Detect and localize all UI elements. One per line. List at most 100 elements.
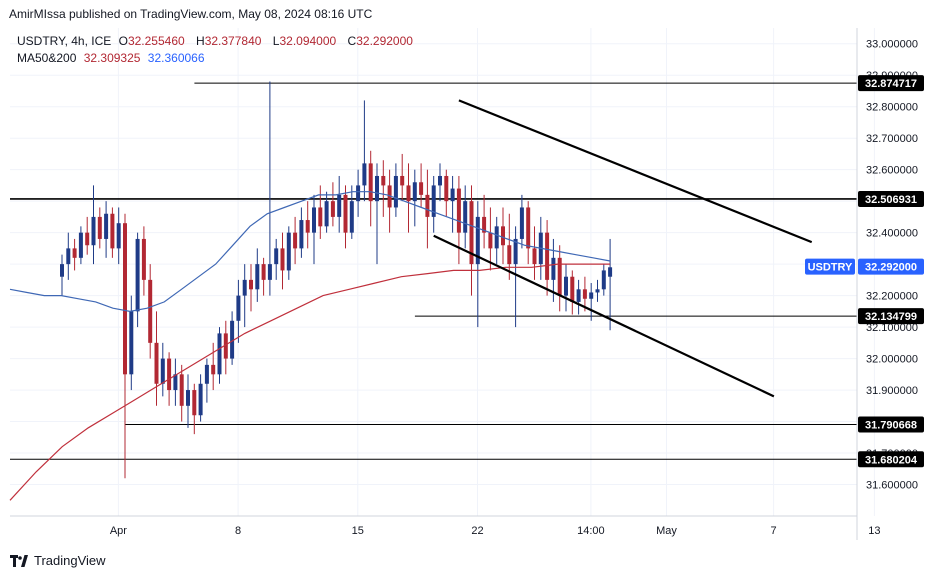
level-price-tag <box>858 190 924 207</box>
candle-body <box>104 213 109 239</box>
candle-body <box>519 207 524 239</box>
candle-body <box>230 320 235 359</box>
level-price-tag <box>858 451 924 468</box>
candle-body <box>261 264 266 280</box>
candle-body <box>608 267 613 277</box>
candle-body <box>160 358 165 384</box>
symbol-tag <box>805 258 855 275</box>
last-price-tag-label: 32.292000 <box>865 262 917 274</box>
candle-body <box>280 248 285 271</box>
candle-body <box>349 201 354 233</box>
symbol-tag-label: USDTRY <box>808 262 853 274</box>
ma-legend: MA50&200 32.309325 32.360066 <box>17 51 209 65</box>
price-tick-label: 32.600000 <box>866 165 918 177</box>
candle-body <box>356 185 361 202</box>
ma50-line <box>9 191 611 313</box>
open-value: O32.255460 <box>118 34 185 48</box>
candle-body <box>576 289 581 302</box>
candle-body <box>299 220 304 249</box>
candle-body <box>274 248 279 265</box>
candle-body <box>375 175 379 202</box>
candle-body <box>72 248 77 258</box>
ma50-value: 32.309325 <box>83 51 141 65</box>
level-price-tag-label: 32.874717 <box>865 78 917 90</box>
candle-body <box>501 226 505 246</box>
candle-body <box>557 257 562 296</box>
candle-body <box>450 188 455 202</box>
candle-body <box>179 374 184 406</box>
price-tick-label: 31.600000 <box>866 480 918 492</box>
candle-body <box>318 207 323 227</box>
trendline <box>433 234 775 398</box>
symbol-legend: USDTRY, 4h, ICE O32.255460 H32.377840 L3… <box>17 34 421 48</box>
candle-body <box>242 279 247 296</box>
symbol-label[interactable]: USDTRY, 4h, ICE <box>17 34 112 48</box>
price-tick-label: 32.100000 <box>866 322 918 334</box>
tradingview-footer[interactable]: TradingView <box>10 553 106 568</box>
candle-body <box>110 213 115 249</box>
candle-body <box>211 364 216 375</box>
candle-body <box>97 216 102 239</box>
ma200-line <box>9 263 611 501</box>
candle-body <box>255 264 260 290</box>
candle-body <box>186 390 190 406</box>
candle-body <box>469 201 474 265</box>
price-tags: 32.874717 32.506931 32.134799 31.790668 31.6… <box>805 75 924 468</box>
trendlines <box>433 99 813 398</box>
candle-body <box>482 216 487 233</box>
time-tick-label: 22 <box>471 525 483 537</box>
candle-body <box>129 311 134 375</box>
candle-body <box>204 364 209 384</box>
candle-body <box>582 289 587 299</box>
candle-body <box>330 201 335 217</box>
candle-body <box>456 188 461 233</box>
level-price-tag-label: 31.790668 <box>865 419 917 431</box>
low-value: L32.094000 <box>272 34 337 48</box>
candle-body <box>406 185 411 202</box>
price-tick-label: 32.000000 <box>866 354 918 366</box>
candle-body <box>438 175 442 186</box>
price-tick-label: 32.200000 <box>866 291 918 303</box>
candle-body <box>293 232 298 249</box>
candle-body <box>381 175 386 186</box>
candle-body <box>343 194 348 233</box>
candle-body <box>324 201 329 227</box>
candle-body <box>393 175 398 208</box>
level-price-tag-label: 32.134799 <box>865 311 917 323</box>
time-tick-label: 15 <box>352 525 364 537</box>
candle-body <box>312 207 316 233</box>
candle-body <box>167 358 172 391</box>
ma-label[interactable]: MA50&200 <box>17 51 77 65</box>
level-price-tag <box>858 75 924 92</box>
candle-body <box>286 232 291 271</box>
candle-body <box>400 175 405 186</box>
candle-body <box>267 264 272 280</box>
footer-brand: TradingView <box>34 553 106 568</box>
candle-body <box>368 163 373 202</box>
candle-body <box>444 175 449 202</box>
trendline <box>458 99 813 244</box>
time-tick-label: Apr <box>110 525 127 537</box>
time-tick-label: May <box>656 525 677 537</box>
price-tick-label: 32.700000 <box>866 133 918 145</box>
candle-body <box>431 185 436 217</box>
price-tick-label: 31.900000 <box>866 385 918 397</box>
time-axis[interactable]: Apr 8 15 22 14:00 May 7 13 <box>110 525 881 537</box>
high-value: H32.377840 <box>196 34 262 48</box>
close-value: C32.292000 <box>347 34 413 48</box>
ma200-value: 32.360066 <box>147 51 205 65</box>
candle-body <box>223 333 228 359</box>
candle-body <box>551 257 556 280</box>
candle-body <box>589 292 594 299</box>
candlesticks <box>60 81 613 479</box>
candle-body <box>236 295 241 321</box>
candle-body <box>475 216 480 265</box>
candle-body <box>488 232 493 249</box>
candle-body <box>362 163 367 186</box>
candle-body <box>564 276 568 296</box>
candle-body <box>78 232 83 258</box>
candle-body <box>419 182 424 195</box>
time-tick-label: 7 <box>771 525 777 537</box>
time-tick-label: 13 <box>868 525 880 537</box>
